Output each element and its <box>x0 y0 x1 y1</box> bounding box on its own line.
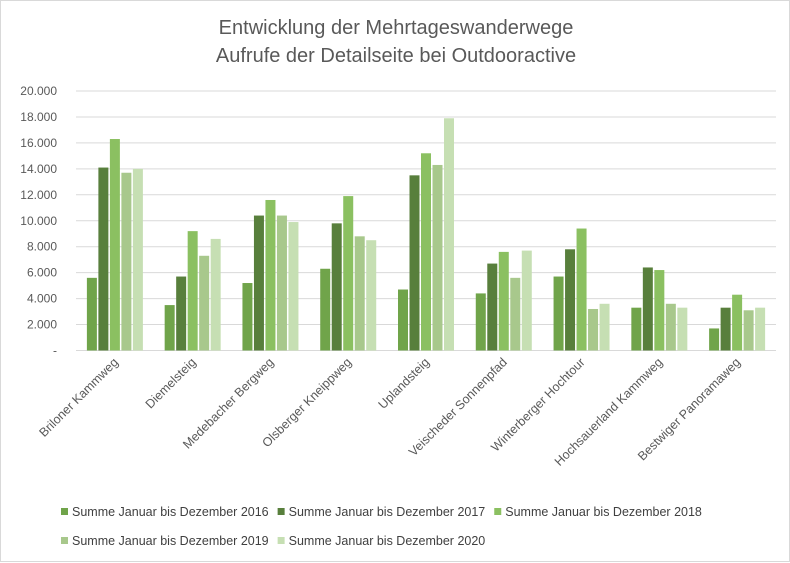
y-tick-label: 20.000 <box>20 84 57 98</box>
bar <box>475 293 486 351</box>
y-tick-label: 2.000 <box>27 318 57 332</box>
bar <box>98 167 109 351</box>
y-tick-label: 8.000 <box>27 240 57 254</box>
bar <box>677 307 688 351</box>
chart-title-line: Aufrufe der Detailseite bei Outdooractiv… <box>216 45 576 67</box>
x-tick-label: Uplandsteig <box>376 355 433 412</box>
legend: Summe Januar bis Dezember 2016 Summe Janu… <box>61 505 702 548</box>
legend-swatch <box>61 537 68 544</box>
y-tick-label: 10.000 <box>20 214 57 228</box>
bar <box>709 328 720 351</box>
legend-swatch <box>277 508 285 515</box>
bar <box>576 228 587 351</box>
bar <box>665 303 676 351</box>
y-tick-label: 12.000 <box>20 188 57 202</box>
chart-title-line: Entwicklung der Mehrtageswanderwege <box>219 17 574 39</box>
bar <box>498 251 509 351</box>
y-tick-label: - <box>53 344 57 358</box>
x-tick-label: Olsberger Kneippweg <box>259 355 354 450</box>
bar <box>599 303 610 351</box>
bar <box>654 270 665 351</box>
bar <box>642 267 653 351</box>
y-tick-label: 18.000 <box>20 110 57 124</box>
bar <box>242 283 253 351</box>
bar <box>164 305 175 351</box>
bar <box>487 263 498 351</box>
bar <box>86 277 97 351</box>
bar <box>187 231 198 351</box>
x-tick-label: Briloner Kammweg <box>36 355 121 440</box>
bar <box>588 308 599 351</box>
y-tick-label: 14.000 <box>20 162 57 176</box>
legend-label: Summe Januar bis Dezember 2020 <box>289 534 486 548</box>
bar <box>343 196 354 351</box>
bar <box>743 310 754 351</box>
bar <box>210 238 221 351</box>
y-tick-label: 4.000 <box>27 292 57 306</box>
bar <box>421 153 431 351</box>
bar <box>121 172 132 351</box>
legend-label: Summe Januar bis Dezember 2019 <box>72 534 269 548</box>
bar <box>510 277 521 351</box>
bar <box>444 118 454 351</box>
bar <box>366 240 377 351</box>
bar <box>265 199 276 351</box>
bar <box>109 139 120 351</box>
y-axis-ticks: - 2.000 4.000 6.000 8.000 10.000 12.000 14.000 1… <box>20 84 57 358</box>
bar <box>720 307 731 351</box>
bar <box>199 255 210 351</box>
bar <box>176 276 187 351</box>
legend-swatch <box>61 508 68 515</box>
bar <box>276 215 287 351</box>
bar <box>354 236 365 351</box>
legend-swatch <box>277 537 285 544</box>
y-tick-label: 6.000 <box>27 266 57 280</box>
bar <box>253 215 264 351</box>
bar <box>398 289 408 351</box>
chart-title: Entwicklung der Mehrtageswanderwege Aufru… <box>216 17 576 67</box>
legend-label: Summe Januar bis Dezember 2016 <box>72 505 269 519</box>
bar <box>320 268 331 351</box>
bar <box>409 175 420 351</box>
bars <box>86 118 766 351</box>
bar <box>631 307 642 351</box>
legend-swatch <box>494 508 502 515</box>
bar <box>288 222 299 351</box>
bar <box>331 223 342 351</box>
bar <box>732 294 743 351</box>
legend-label: Summe Januar bis Dezember 2018 <box>505 505 702 519</box>
bar <box>521 250 532 351</box>
y-tick-label: 16.000 <box>20 136 57 150</box>
bar <box>565 249 576 351</box>
legend-label: Summe Januar bis Dezember 2017 <box>289 505 486 519</box>
bar <box>132 168 143 351</box>
x-tick-label: Diemelsteig <box>143 355 199 411</box>
bar <box>432 164 443 351</box>
bar <box>755 307 766 351</box>
bar <box>553 276 564 351</box>
